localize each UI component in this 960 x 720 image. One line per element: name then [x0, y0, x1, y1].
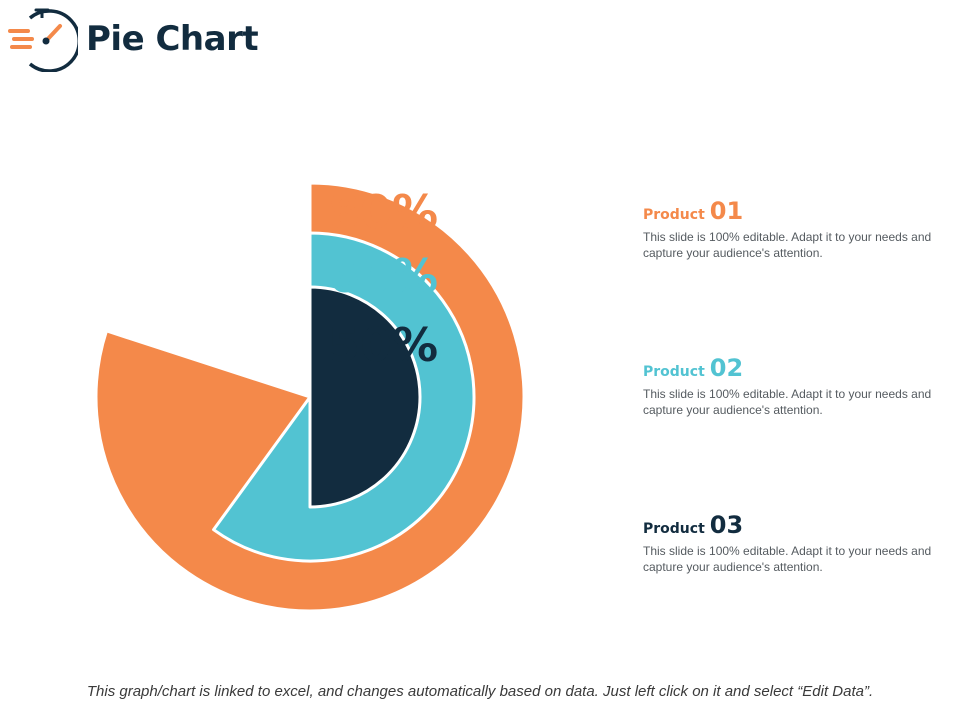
- legend-description: This slide is 100% editable. Adapt it to…: [643, 544, 932, 574]
- data-label-1: 80%: [328, 185, 438, 239]
- legend-number: 01: [709, 197, 744, 225]
- legend-item-product-03: Product 03 This slide is 100% editable. …: [643, 513, 943, 575]
- legend-item-product-02: Product 02 This slide is 100% editable. …: [643, 356, 943, 418]
- legend-label: Product: [643, 521, 705, 537]
- legend-label: Product: [643, 207, 705, 223]
- legend-description: This slide is 100% editable. Adapt it to…: [643, 230, 932, 260]
- page-title: Pie Chart: [86, 19, 259, 59]
- legend-item-product-01: Product 01 This slide is 100% editable. …: [643, 199, 943, 261]
- footnote: This graph/chart is linked to excel, and…: [86, 683, 874, 700]
- data-label-3: 50%: [328, 318, 438, 372]
- legend-number: 03: [709, 511, 744, 539]
- legend-description: This slide is 100% editable. Adapt it to…: [643, 387, 932, 417]
- pie-slice-3[interactable]: [308, 285, 422, 509]
- legend-number: 02: [709, 354, 744, 382]
- speed-stopwatch-icon: [8, 8, 78, 72]
- data-label-2: 60%: [328, 249, 438, 303]
- legend-label: Product: [643, 364, 705, 380]
- slide-header: Pie Chart: [8, 6, 259, 72]
